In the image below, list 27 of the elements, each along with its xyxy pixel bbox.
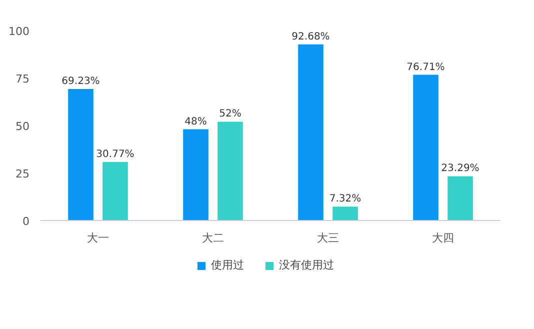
data-label: 76.71% [406,62,445,73]
y-tick-label: 75 [16,72,30,86]
x-tick-label: 大四 [432,232,454,244]
y-tick-label: 25 [16,168,30,180]
bar [102,162,128,220]
data-label: 23.29% [441,163,480,174]
data-label: 92.68% [292,31,330,42]
bar [413,74,438,220]
bar [218,122,243,220]
y-tick-label: 50 [16,120,30,133]
x-tick-label: 大三 [317,232,339,244]
legend-label: 使用过 [211,258,244,272]
data-label: 48% [184,116,207,128]
x-tick-label: 大一 [87,232,109,244]
y-tick-label: 0 [22,215,30,228]
data-label: 69.23% [62,76,100,87]
data-label: 30.77% [96,149,134,160]
bar [332,206,358,220]
bar [183,129,208,220]
bar [68,88,94,220]
data-label: 52% [219,108,242,120]
legend-label: 没有使用过 [279,258,334,272]
bar [448,176,473,220]
data-label: 7.32% [329,194,362,205]
x-tick-label: 大二 [202,232,224,244]
y-tick-label: 100 [8,25,30,38]
bar [298,44,324,220]
